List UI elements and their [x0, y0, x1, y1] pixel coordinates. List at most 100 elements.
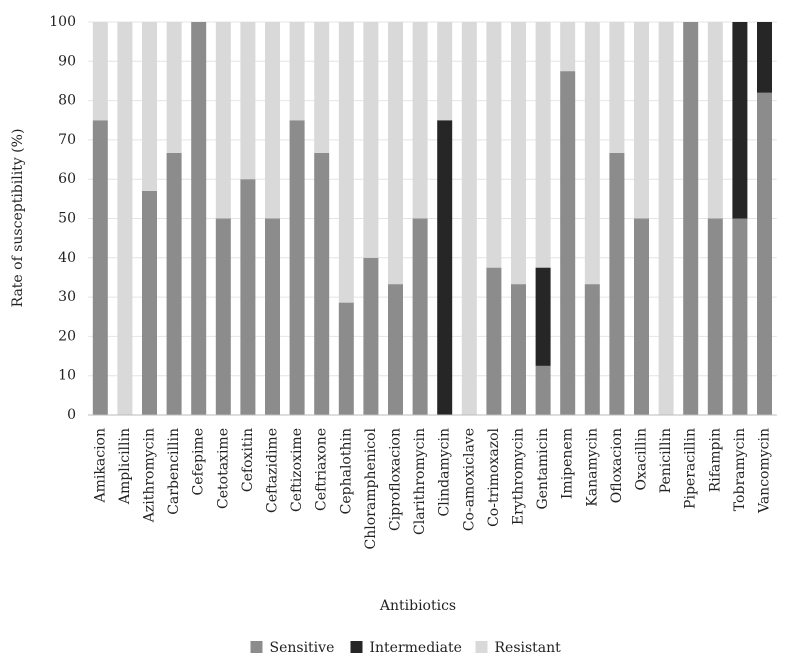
- bar-segment: [757, 92, 772, 416]
- bar-segment: [609, 152, 625, 415]
- bar-segment: [166, 22, 182, 153]
- y-tick-label: 90: [58, 53, 76, 69]
- legend-swatch: [250, 641, 263, 653]
- y-tick-label: 0: [67, 407, 76, 423]
- bar-segment: [191, 22, 207, 415]
- bar-segment: [535, 22, 551, 268]
- bar-segment: [289, 120, 305, 415]
- legend-label: Resistant: [495, 640, 562, 656]
- bar-segment: [486, 267, 502, 415]
- legend-label: Sensitive: [270, 640, 335, 656]
- bar-segment: [314, 22, 330, 153]
- bar-segment: [117, 22, 133, 415]
- bar-segment: [461, 22, 477, 415]
- x-tick-label: Ceftizoxime: [289, 428, 305, 512]
- bar-segment: [683, 22, 699, 415]
- x-tick-label: Tobramycin: [732, 428, 748, 511]
- bar-segment: [707, 22, 723, 219]
- bar-segment: [486, 22, 502, 268]
- bar-segment: [142, 22, 157, 191]
- x-tick-label: Oxacillin: [634, 428, 650, 491]
- bar-segment: [609, 22, 625, 153]
- bar-segment: [560, 71, 576, 415]
- y-tick-label: 30: [58, 289, 76, 305]
- bar-segment: [511, 22, 526, 285]
- x-tick-label: Ceftazidime: [265, 428, 281, 513]
- x-tick-label: Cephalothin: [338, 428, 354, 514]
- x-tick-label: Co-trimoxazol: [486, 427, 502, 526]
- y-tick-label: 10: [58, 368, 76, 384]
- x-tick-label: Cetotaxime: [215, 428, 231, 509]
- x-tick-label: Ceftriaxone: [314, 428, 330, 511]
- bar-segment: [142, 190, 157, 415]
- bar-segment: [412, 22, 428, 219]
- bar-segment: [388, 22, 403, 285]
- bar-segment: [338, 22, 354, 303]
- bar-segment: [707, 218, 723, 415]
- bar-segment: [314, 152, 330, 415]
- y-tick-label: 100: [49, 14, 76, 30]
- bar-segment: [584, 22, 600, 285]
- legend-swatch: [475, 641, 488, 653]
- x-tick-label: Erythromycin: [511, 428, 527, 525]
- x-tick-label: Piperacillin: [683, 428, 699, 509]
- legend-label: Intermediate: [370, 640, 462, 656]
- x-tick-label: Cefoxitin: [240, 428, 256, 492]
- y-tick-label: 80: [58, 93, 76, 109]
- x-tick-label: Carbencillin: [166, 428, 182, 515]
- x-tick-label: Chloramphenicol: [363, 427, 379, 549]
- bar-segment: [437, 22, 453, 121]
- bar-segment: [584, 284, 600, 415]
- x-tick-label: Ofloxacion: [609, 428, 625, 503]
- bar-segment: [240, 179, 256, 415]
- bar-segment: [92, 120, 108, 415]
- x-tick-label: Vancomycin: [757, 428, 773, 514]
- bar-segment: [634, 218, 649, 415]
- x-tick-label: Amplicillin: [117, 428, 133, 505]
- bar-segment: [166, 152, 182, 415]
- bar-segment: [388, 284, 403, 415]
- bar-segment: [560, 22, 576, 72]
- bar-segment: [634, 22, 649, 219]
- x-tick-label: Rifampin: [707, 428, 723, 492]
- y-tick-label: 70: [58, 132, 76, 148]
- bar-segment: [363, 22, 379, 258]
- x-tick-label: Kanamycin: [584, 428, 600, 507]
- bar-segment: [535, 365, 551, 415]
- y-tick-label: 50: [58, 211, 76, 227]
- bar-segment: [732, 22, 748, 219]
- bar-segment: [215, 22, 231, 219]
- x-tick-label: Co-amoxiclave: [461, 428, 477, 531]
- bar-segment: [265, 218, 280, 415]
- bar-segment: [412, 218, 428, 415]
- y-axis-title: Rate of susceptibility (%): [10, 129, 26, 308]
- x-axis-title: Antibiotics: [379, 598, 456, 614]
- x-tick-label: Gentamicin: [535, 428, 551, 510]
- y-tick-label: 20: [58, 328, 76, 344]
- legend-swatch: [350, 641, 363, 653]
- bar-segment: [437, 120, 453, 415]
- x-tick-label: Clindamycin: [437, 428, 453, 517]
- bar-segment: [338, 302, 354, 415]
- x-tick-label: Ciprofloxacion: [388, 428, 404, 531]
- bar-segment: [92, 22, 108, 121]
- bar-segment: [535, 267, 551, 366]
- bar-segment: [511, 284, 526, 415]
- bar-segment: [265, 22, 280, 219]
- x-tick-label: Amikacion: [92, 428, 108, 503]
- bar-segment: [215, 218, 231, 415]
- bar-segment: [757, 22, 772, 93]
- x-tick-label: Azithromycin: [142, 428, 158, 523]
- bar-segment: [289, 22, 305, 121]
- x-tick-label: Imipenem: [560, 428, 576, 499]
- y-tick-label: 40: [58, 250, 76, 266]
- x-tick-label: Cefepime: [191, 428, 207, 495]
- bar-segment: [658, 22, 674, 415]
- bar-segment: [240, 22, 256, 180]
- x-tick-label: Penicillin: [658, 428, 674, 493]
- y-tick-label: 60: [58, 171, 76, 187]
- bar-segment: [363, 257, 379, 415]
- bar-segment: [732, 218, 748, 415]
- x-tick-label: Clarithromycin: [412, 428, 428, 535]
